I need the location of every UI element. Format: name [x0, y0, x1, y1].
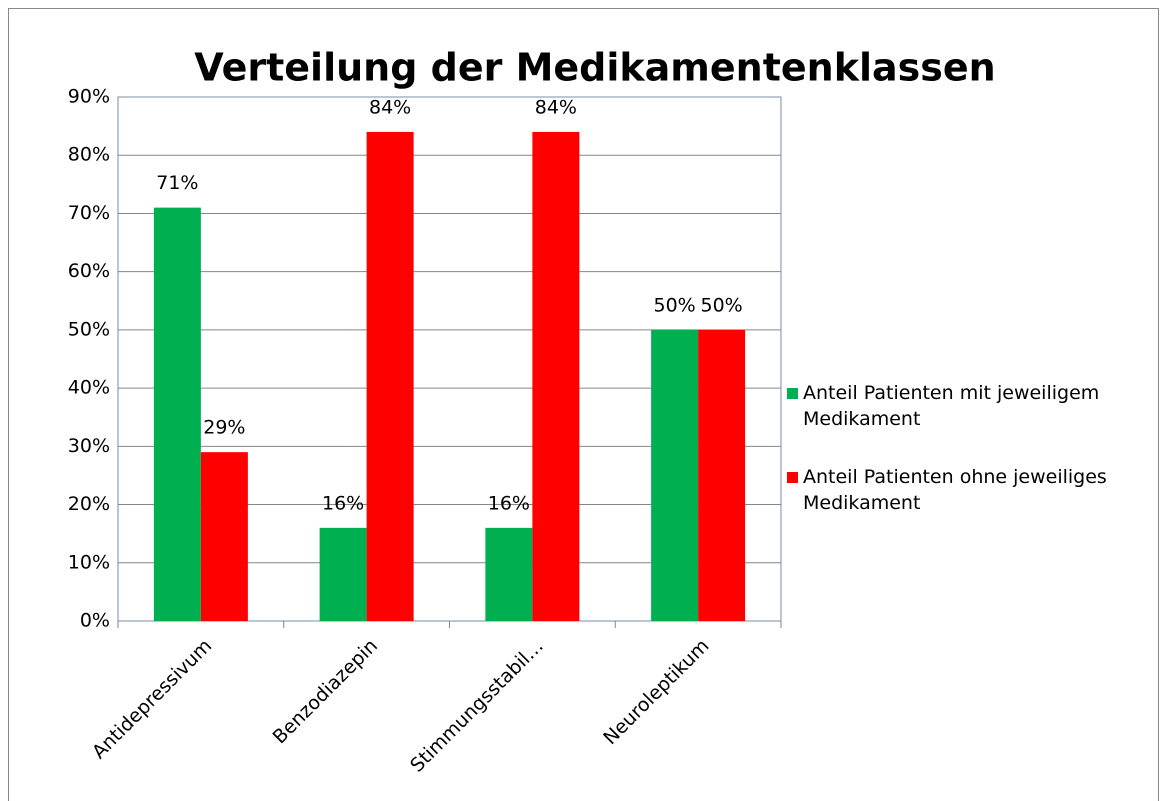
bar: [651, 329, 699, 621]
legend-swatch: [787, 472, 798, 483]
legend-label: Anteil Patienten ohne jeweiliges Medikam…: [803, 466, 1107, 514]
chart-frame: [8, 8, 1159, 801]
data-label: 50%: [654, 294, 696, 316]
bar: [153, 207, 201, 621]
y-tick-label: 30%: [68, 435, 110, 457]
x-tick-label: Stimmungsstabil…: [406, 635, 548, 777]
data-label: 16%: [322, 492, 364, 514]
y-tick-label: 0%: [80, 610, 110, 632]
y-tick-label: 40%: [68, 377, 110, 399]
data-label: 84%: [535, 96, 577, 118]
bar: [698, 329, 746, 621]
data-label: 84%: [369, 96, 411, 118]
legend-swatch: [787, 388, 798, 399]
bar: [319, 527, 367, 621]
y-tick-label: 10%: [68, 551, 110, 573]
x-tick-label: Antidepressivum: [88, 635, 216, 763]
y-tick-label: 50%: [68, 318, 110, 340]
data-label: 29%: [203, 417, 245, 439]
legend-label: Anteil Patienten mit jeweiligem Medikame…: [803, 382, 1100, 430]
bar: [485, 527, 533, 621]
y-tick-label: 70%: [68, 202, 110, 224]
data-label: 71%: [156, 172, 198, 194]
chart-title: Verteilung der Medikamentenklassen: [194, 46, 995, 90]
x-tick-label: Neuroleptikum: [599, 635, 713, 749]
bar: [200, 452, 248, 621]
data-label: 16%: [488, 492, 530, 514]
x-tick-label: Benzodiazepin: [269, 635, 382, 748]
bar: [366, 131, 414, 621]
bar: [532, 131, 580, 621]
data-label: 50%: [701, 294, 743, 316]
y-tick-label: 60%: [68, 260, 110, 282]
y-tick-label: 20%: [68, 493, 110, 515]
y-tick-label: 80%: [68, 144, 110, 166]
y-tick-label: 90%: [68, 86, 110, 108]
